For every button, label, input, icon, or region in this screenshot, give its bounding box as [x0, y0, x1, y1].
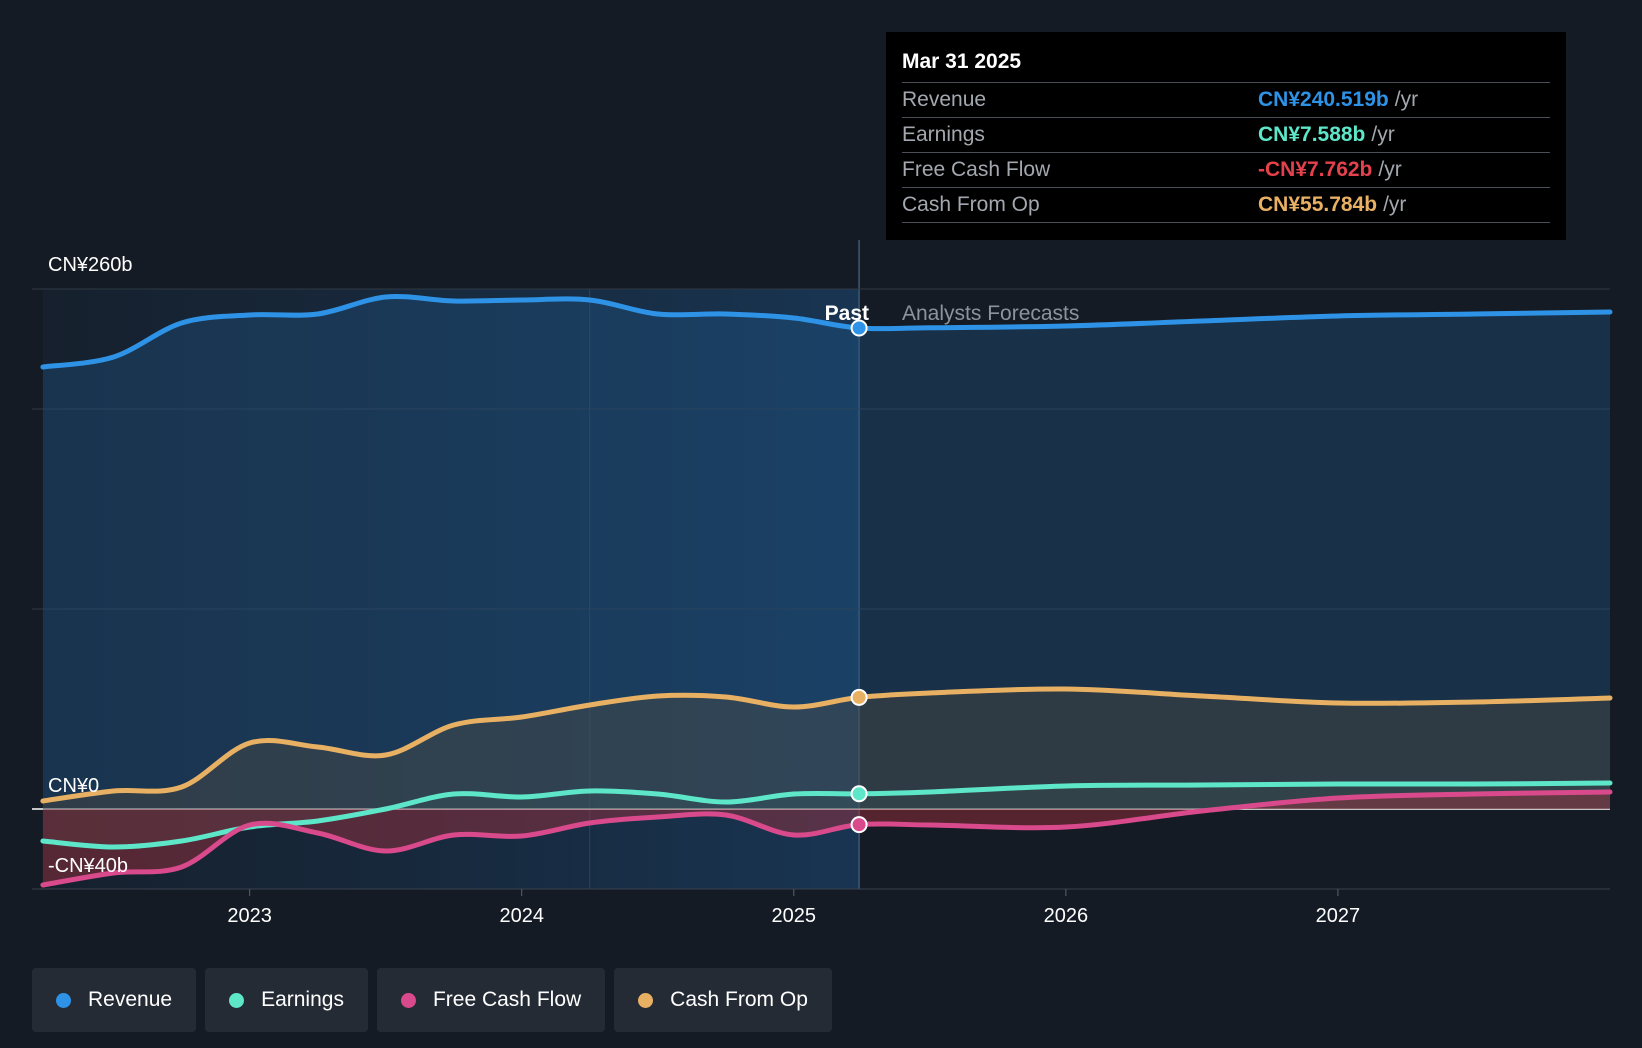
cash-from-op-marker[interactable]: [850, 688, 868, 706]
forecast-label: Analysts Forecasts: [902, 302, 1079, 325]
legend-label: Revenue: [88, 988, 173, 1011]
y-label-bottom: -CN¥40b: [48, 855, 128, 877]
legend-dot-icon: [400, 992, 416, 1008]
tooltip-unit: /yr: [1383, 193, 1407, 216]
tooltip-row-free-cash-flow: Free Cash Flow -CN¥7.762b /yr: [902, 153, 1550, 188]
legend-label: Free Cash Flow: [432, 988, 582, 1011]
tooltip-unit: /yr: [1371, 123, 1395, 146]
legend-item-earnings[interactable]: Earnings: [205, 968, 368, 1032]
tooltip-value: CN¥7.588b: [1258, 123, 1366, 146]
tooltip-label: Revenue: [902, 88, 987, 111]
tooltip-row-earnings: Earnings CN¥7.588b /yr: [902, 118, 1550, 153]
tooltip-row-cash-from-op: Cash From Op CN¥55.784b /yr: [902, 188, 1550, 223]
revenue-area: [42, 296, 1610, 809]
tooltip-label: Free Cash Flow: [902, 158, 1051, 181]
tooltip-date: Mar 31 2025: [902, 48, 1550, 83]
legend-label: Earnings: [261, 988, 344, 1011]
tooltip-unit: /yr: [1394, 88, 1419, 111]
y-label-zero: CN¥0: [48, 775, 99, 797]
legend-dot-icon: [638, 992, 654, 1008]
tooltip-row-revenue: Revenue CN¥240.519b /yr: [902, 83, 1550, 118]
y-label-top: CN¥260b: [48, 254, 133, 276]
tooltip-label: Cash From Op: [902, 193, 1040, 216]
legend-label: Cash From Op: [670, 988, 808, 1011]
tooltip-value: -CN¥7.762b: [1258, 158, 1373, 181]
x-tick-label: 2025: [772, 905, 817, 927]
tooltip-value: CN¥55.784b: [1258, 193, 1378, 216]
legend-item-cash-from-op[interactable]: Cash From Op: [614, 968, 832, 1032]
revenue-line: [40, 294, 1613, 370]
x-tick-label: 2023: [227, 905, 272, 927]
x-tick-label: 2024: [499, 905, 544, 927]
legend-dot-icon: [229, 992, 245, 1008]
free-cash-flow-area: [42, 792, 1610, 885]
tooltip-unit: /yr: [1378, 158, 1402, 181]
x-tick-label: 2026: [1044, 905, 1089, 927]
x-tick-label: 2027: [1316, 905, 1361, 927]
cash-from-op-line: [40, 686, 1613, 804]
free-cash-flow-line: [40, 789, 1613, 888]
cash-from-op-area: [42, 688, 1610, 809]
earnings-marker[interactable]: [850, 785, 868, 803]
legend-item-revenue[interactable]: Revenue: [32, 968, 197, 1032]
legend: Revenue Earnings Free Cash Flow Cash Fro…: [32, 968, 832, 1032]
tooltip: Mar 31 2025 Revenue CN¥240.519b /yr Earn…: [886, 32, 1566, 240]
tooltip-label: Earnings: [902, 123, 985, 146]
revenue-marker[interactable]: [850, 319, 868, 337]
past-label: Past: [825, 302, 869, 325]
legend-dot-icon: [56, 992, 71, 1008]
free-cash-flow-marker[interactable]: [850, 816, 868, 834]
legend-item-free-cash-flow[interactable]: Free Cash Flow: [376, 968, 606, 1032]
tooltip-value: CN¥240.519b: [1258, 88, 1389, 111]
